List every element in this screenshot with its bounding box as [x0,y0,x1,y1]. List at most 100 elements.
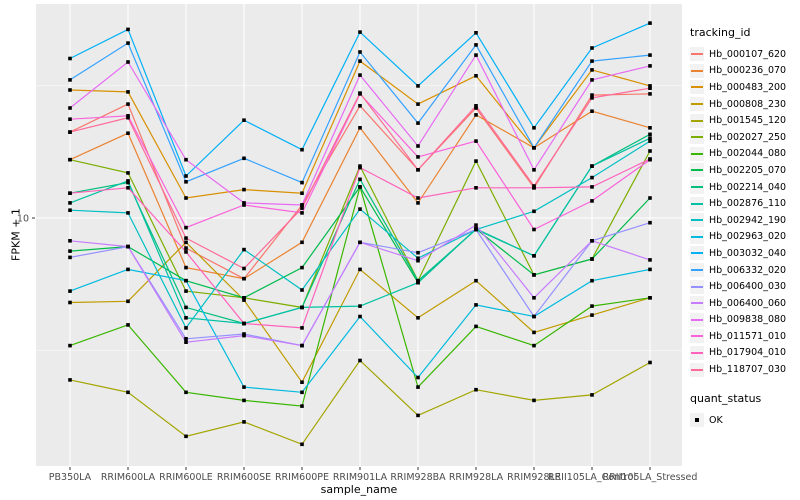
legend-key-line-icon [690,362,704,377]
data-point [68,78,72,82]
data-point [474,227,478,232]
data-point [126,267,130,272]
data-point [532,209,536,214]
legend-key-line-icon [690,345,704,360]
data-point [474,53,478,57]
data-point [68,239,72,243]
data-point [184,278,188,283]
legend-item-label: Hb_002876_110 [709,198,787,210]
x-tick-label: RRIM928LA [449,472,504,483]
data-point [590,175,594,180]
legend-item: Hb_000236_070 [690,63,798,80]
legend-key-line-icon [690,163,704,178]
data-point [358,50,362,54]
data-point [126,90,130,94]
legend-item: Hb_006400_060 [690,295,798,312]
data-point [126,60,130,64]
data-point [416,258,420,263]
legend-title-quant-status: quant_status [690,391,762,405]
data-point [126,102,130,106]
data-point [648,84,652,88]
legend-key-line-icon [690,80,704,95]
data-point [532,273,536,277]
x-tick-label: RRIM600PE [275,472,329,483]
legend-key-line-icon [690,296,704,311]
y-tick-label: 10 [17,214,29,225]
x-tick-label: RRIM928LE [507,472,561,483]
data-point [358,185,362,189]
data-point [648,126,652,130]
data-point [242,298,246,302]
data-point [416,102,420,106]
data-point [590,68,594,72]
data-point [532,314,536,319]
legend-key-line-icon [690,180,704,195]
data-point [532,168,536,172]
data-point [416,155,420,159]
legend-item: Hb_002044_080 [690,146,798,163]
data-point [590,93,594,97]
data-point [590,313,594,317]
data-point [416,278,420,283]
data-point [184,196,188,200]
legend-item-label: Hb_002044_080 [709,148,787,160]
data-point [474,139,478,143]
legend-key-line-icon [690,213,704,228]
data-point [242,420,246,424]
data-point [532,126,536,130]
legend-key-line-icon [690,113,704,128]
data-point [184,157,188,162]
data-point [416,385,420,389]
legend-key-line-icon [690,246,704,261]
legend-item: Hb_006400_030 [690,278,798,295]
legend-key-line-icon [690,229,704,244]
data-point [126,179,130,183]
x-tick-label: RRIM928BA [390,472,446,483]
data-point [648,136,652,140]
legend-key-line-icon [690,146,704,161]
data-point [590,185,594,189]
data-point [68,343,72,348]
legend-item-label: Hb_006332_020 [709,264,787,276]
data-point [126,171,130,175]
data-point [532,254,536,258]
data-point [648,86,652,90]
data-point [648,258,652,262]
data-point [184,246,188,250]
data-point [474,223,478,227]
data-point [68,88,72,92]
data-point [590,393,594,397]
data-point [358,73,362,77]
legend-item-label: Hb_118707_030 [709,364,787,376]
data-point [242,266,246,271]
data-point [184,236,188,240]
data-point [358,177,362,182]
legend-item-ok: OK [690,412,798,429]
data-point [242,321,246,326]
data-point [648,296,652,300]
legend-item-label: Hb_000808_230 [709,98,787,110]
legend-item-label: Hb_001545_120 [709,115,787,127]
data-point [242,187,246,192]
data-point [300,404,304,408]
data-point [358,59,362,63]
data-point [184,340,188,344]
data-point [300,211,304,215]
data-point [648,220,652,225]
data-point [590,109,594,113]
data-point [126,299,130,304]
data-point [416,316,420,320]
data-point [532,343,536,348]
data-point [358,165,362,170]
data-point [184,265,188,270]
data-point [590,78,594,82]
data-point [184,225,188,230]
data-point [416,196,420,200]
data-point [184,434,188,439]
data-point [358,126,362,130]
data-point [474,43,478,47]
x-axis-title: sample_name [320,483,398,496]
data-point [532,296,536,300]
data-point [68,255,72,260]
